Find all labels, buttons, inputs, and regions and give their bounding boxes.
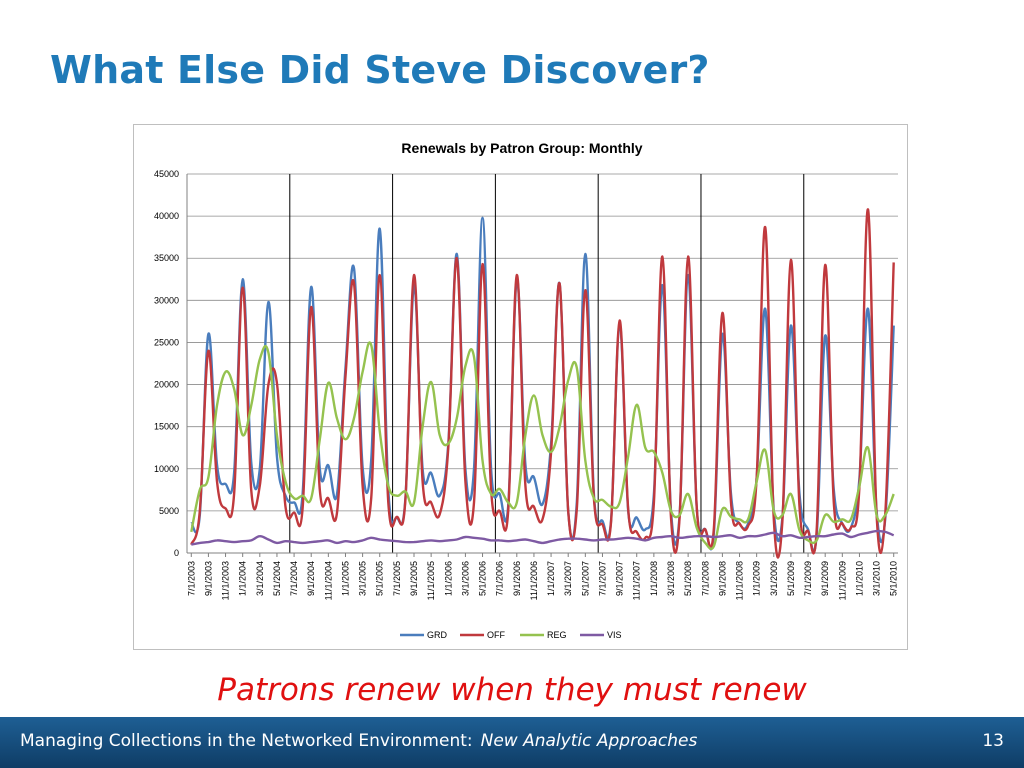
- y-tick-label: 5000: [159, 506, 179, 516]
- x-tick-label: 9/1/2004: [306, 561, 316, 596]
- x-tick-label: 5/1/2006: [478, 561, 488, 596]
- x-tick-label: 3/1/2007: [563, 561, 573, 596]
- footer-text: Managing Collections in the Networked En…: [20, 731, 697, 751]
- x-tick-label: 7/1/2007: [597, 561, 607, 596]
- y-tick-label: 35000: [154, 253, 179, 263]
- series-line-reg: [190, 341, 895, 550]
- x-tick-label: 5/1/2004: [272, 561, 282, 596]
- legend-label-vis: VIS: [607, 630, 622, 640]
- x-tick-label: 5/1/2005: [375, 561, 385, 596]
- x-tick-label: 11/1/2005: [426, 561, 436, 600]
- x-tick-label: 9/1/2009: [820, 561, 830, 596]
- slide-title: What Else Did Steve Discover?: [50, 48, 710, 92]
- x-tick-label: 7/1/2009: [803, 561, 813, 596]
- x-tick-label: 11/1/2006: [529, 561, 539, 600]
- x-tick-label: 1/1/2008: [649, 561, 659, 596]
- x-tick-label: 5/1/2010: [889, 561, 899, 596]
- y-tick-label: 20000: [154, 380, 179, 390]
- x-tick-label: 11/1/2004: [323, 561, 333, 600]
- x-tick-label: 9/1/2003: [203, 561, 213, 596]
- x-tick-label: 1/1/2007: [546, 561, 556, 596]
- x-tick-label: 7/1/2008: [700, 561, 710, 596]
- x-tick-label: 9/1/2007: [615, 561, 625, 596]
- x-tick-label: 7/1/2006: [495, 561, 505, 596]
- x-tick-label: 5/1/2009: [786, 561, 796, 596]
- footer-main-text: Managing Collections in the Networked En…: [20, 731, 473, 751]
- x-tick-label: 3/1/2008: [666, 561, 676, 596]
- x-tick-label: 1/1/2009: [752, 561, 762, 596]
- x-tick-label: 3/1/2006: [460, 561, 470, 596]
- x-tick-label: 7/1/2003: [186, 561, 196, 596]
- renewals-line-chart: Renewals by Patron Group: Monthly 0 5000 1…: [154, 140, 899, 640]
- page-number: 13: [982, 731, 1004, 751]
- chart-frame: Renewals by Patron Group: Monthly 0 5000 1…: [133, 124, 908, 650]
- y-tick-label: 15000: [154, 422, 179, 432]
- x-tick-label: 9/1/2008: [717, 561, 727, 596]
- y-tick-label: 40000: [154, 211, 179, 221]
- x-tick-label: 5/1/2008: [683, 561, 693, 596]
- chart-title: Renewals by Patron Group: Monthly: [401, 140, 642, 156]
- x-tick-label: 1/1/2005: [340, 561, 350, 596]
- slide-caption: Patrons renew when they must renew: [217, 672, 807, 708]
- legend-label-off: OFF: [487, 630, 505, 640]
- x-tick-label: 11/1/2007: [632, 561, 642, 600]
- x-tick-label: 1/1/2004: [238, 561, 248, 596]
- x-tick-label: 5/1/2007: [580, 561, 590, 596]
- y-tick-label: 0: [174, 548, 179, 558]
- series-line-vis: [191, 529, 895, 546]
- x-tick-label: 7/1/2004: [289, 561, 299, 596]
- x-tick-label: 3/1/2009: [769, 561, 779, 596]
- y-tick-label: 45000: [154, 169, 179, 179]
- x-tick-label: 11/1/2003: [221, 561, 231, 600]
- x-tick-label: 11/1/2008: [735, 561, 745, 600]
- x-tick-label: 1/1/2006: [443, 561, 453, 596]
- y-tick-label: 25000: [154, 337, 179, 347]
- footer-bar: Managing Collections in the Networked En…: [0, 717, 1024, 768]
- legend-label-reg: REG: [547, 630, 567, 640]
- y-tick-label: 30000: [154, 295, 179, 305]
- series-line-off: [190, 208, 895, 559]
- x-tick-label: 1/1/2010: [854, 561, 864, 596]
- y-tick-label: 10000: [154, 464, 179, 474]
- x-tick-label: 9/1/2005: [409, 561, 419, 596]
- x-tick-label: 3/1/2005: [358, 561, 368, 596]
- x-tick-label: 11/1/2009: [837, 561, 847, 600]
- legend-label-grd: GRD: [427, 630, 448, 640]
- x-tick-label: 3/1/2004: [255, 561, 265, 596]
- x-tick-label: 7/1/2005: [392, 561, 402, 596]
- x-tick-label: 9/1/2006: [512, 561, 522, 596]
- footer-subtitle: New Analytic Approaches: [480, 731, 698, 751]
- x-tick-label: 3/1/2010: [872, 561, 882, 596]
